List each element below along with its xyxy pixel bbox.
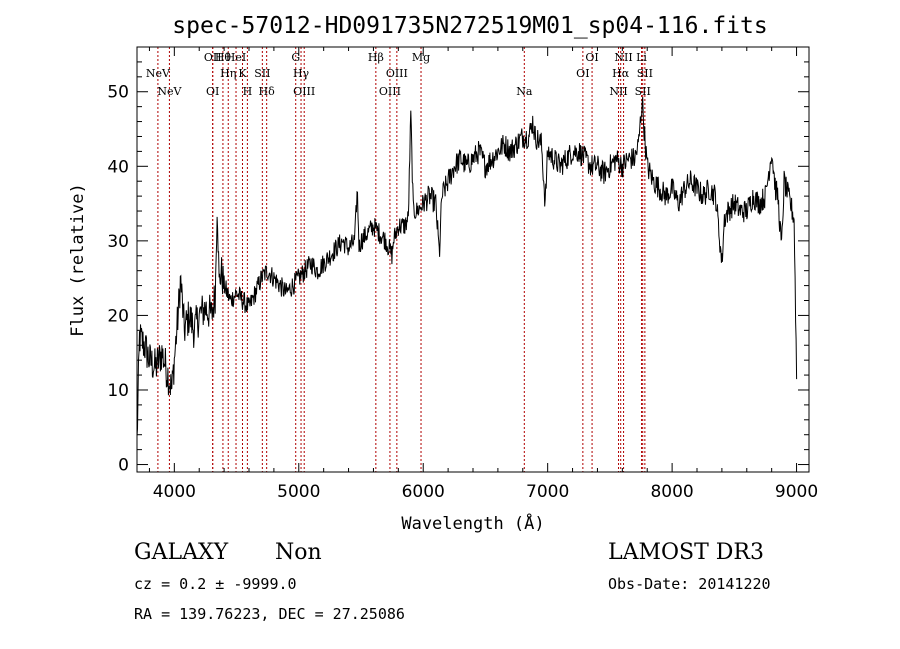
line-marker-label: K (238, 67, 247, 80)
redshift-text: cz = 0.2 ± -9999.0 (134, 575, 297, 593)
line-marker-label: Hγ (293, 67, 310, 80)
line-marker-label: Hθ (215, 51, 232, 64)
plot-frame (136, 46, 810, 473)
line-marker-label: NeV (146, 67, 171, 80)
y-tick-label: 30 (107, 232, 129, 252)
x-tick-label: 6000 (402, 482, 445, 502)
line-marker-label: Hβ (368, 51, 384, 64)
y-tick-label: 50 (107, 83, 129, 103)
line-marker-label: G (291, 51, 300, 64)
line-marker-label: NeV (157, 85, 182, 98)
object-subclass: Non (275, 540, 322, 565)
line-marker-label: Na (516, 85, 533, 98)
object-class: GALAXY (134, 540, 229, 565)
y-tick-label: 0 (118, 456, 129, 476)
survey-name: LAMOST DR3 (608, 540, 764, 565)
y-axis-ticks: 0 10 20 30 40 50 (107, 61, 809, 476)
line-marker-label: Hα (612, 67, 630, 80)
line-marker-label: HeI (226, 51, 246, 64)
x-axis-ticks: 4000 5000 6000 7000 8000 9000 (148, 47, 818, 502)
line-marker-label: Hη (220, 67, 236, 80)
y-tick-label: 40 (107, 157, 129, 177)
y-tick-label: 20 (107, 306, 129, 326)
y-axis-label: Flux (relative) (68, 183, 88, 337)
x-axis-label: Wavelength (Å) (401, 512, 544, 534)
spectrum (136, 96, 798, 437)
line-marker-label: NII (614, 51, 632, 64)
line-marker-label: NII (609, 85, 627, 98)
line-marker-label: OI (206, 85, 219, 98)
line-labels: NeVNeVOIIOIHηHθHKHeIHδSIIGOIIIHγHβOIIIOI… (146, 51, 653, 98)
obs-date: Obs-Date: 20141220 (608, 575, 771, 593)
line-marker-label: OIII (379, 85, 401, 98)
chart-title: spec-57012-HD091735N272519M01_sp04-116.f… (172, 13, 767, 39)
line-marker-label: Mg (412, 51, 430, 64)
line-marker-label: OII (204, 51, 222, 64)
line-marker-label: OIII (386, 67, 408, 80)
line-marker-label: OI (576, 67, 589, 80)
line-marker-label: Hδ (259, 85, 276, 98)
x-tick-label: 9000 (775, 482, 818, 502)
line-marker-label: Li (636, 51, 647, 64)
spectrum-line (136, 96, 798, 437)
x-tick-label: 4000 (153, 482, 196, 502)
line-marker-label: OI (585, 51, 598, 64)
line-marker-label: SII (254, 67, 270, 80)
line-markers (157, 47, 646, 472)
coords-text: RA = 139.76223, DEC = 27.25086 (134, 605, 405, 623)
info-panel: GALAXY Non LAMOST DR3 cz = 0.2 ± -9999.0… (134, 540, 771, 623)
line-marker-label: H (243, 85, 253, 98)
x-tick-label: 5000 (277, 482, 320, 502)
line-marker-label: OIII (293, 85, 315, 98)
x-tick-label: 7000 (526, 482, 569, 502)
x-tick-label: 8000 (650, 482, 693, 502)
y-tick-label: 10 (107, 381, 129, 401)
line-marker-label: SII (637, 67, 653, 80)
line-marker-label: SII (635, 85, 651, 98)
